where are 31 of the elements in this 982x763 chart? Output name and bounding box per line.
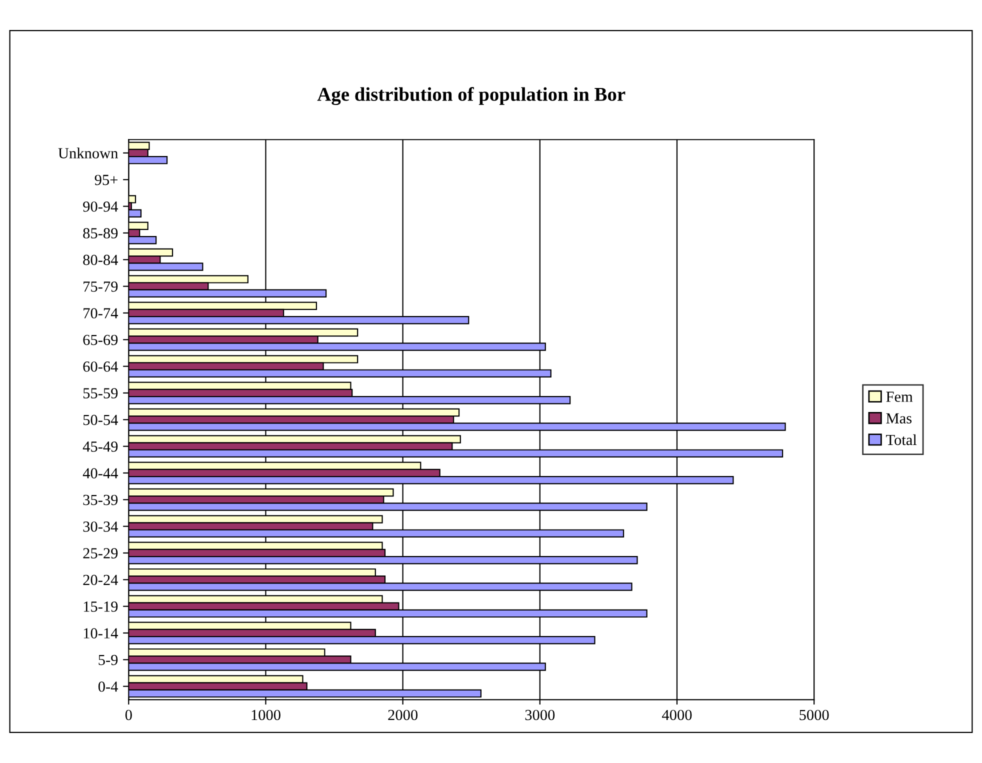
y-tick-label: 70-74 [84, 308, 118, 318]
y-tick-label: 85-89 [83, 228, 118, 238]
x-tick-label: 1000 [252, 710, 280, 720]
legend-label: Fem [886, 392, 913, 402]
y-tick-label: 10-14 [84, 628, 118, 638]
y-tick-label: 15-19 [84, 602, 118, 612]
y-tick-label: 95+ [94, 174, 118, 186]
y-tick-label: Unknown [58, 148, 118, 158]
y-tick-label: 20-24 [83, 574, 118, 586]
x-tick-label: 5000 [800, 710, 829, 720]
x-tick-label: 2000 [388, 710, 418, 720]
y-tick-label: 80-84 [83, 254, 118, 266]
legend-label: Mas [886, 413, 912, 424]
x-tick-label: 0 [125, 710, 132, 720]
y-tick-label: 35-39 [83, 494, 118, 506]
y-tick-label: 55-59 [83, 388, 118, 398]
y-tick-label: 75-79 [84, 281, 118, 292]
legend-label: Total [886, 434, 917, 446]
y-tick-label: 90-94 [83, 201, 118, 212]
y-tick-label: 0-4 [98, 681, 118, 692]
y-tick-label: 65-69 [83, 334, 118, 346]
y-tick-label: 60-64 [83, 361, 118, 372]
y-tick-label: 25-29 [83, 548, 118, 558]
y-tick-label: 30-34 [83, 521, 118, 532]
y-tick-label: 50-54 [83, 414, 118, 426]
y-tick-label: 40-44 [82, 468, 118, 478]
x-tick-label: 4000 [662, 710, 692, 720]
y-tick-label: 5-9 [98, 654, 118, 666]
chart-title: Age distribution of population in Bor [317, 87, 626, 106]
y-tick-label: 45-49 [82, 442, 118, 452]
x-tick-label: 3000 [525, 710, 555, 720]
